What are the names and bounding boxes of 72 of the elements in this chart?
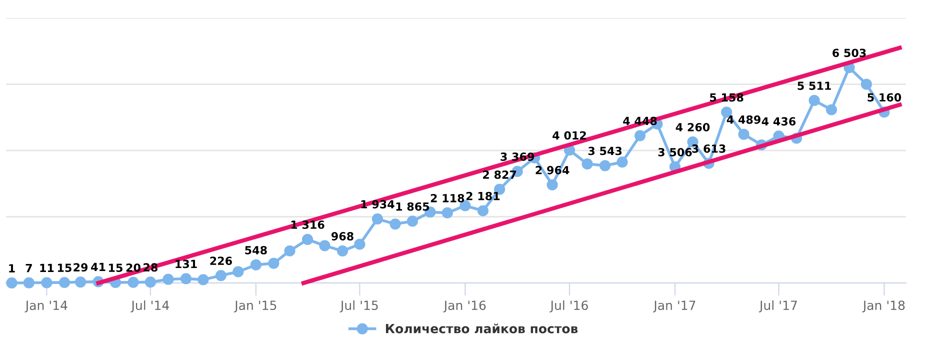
data-label: 15 bbox=[58, 264, 72, 272]
data-label: 20 bbox=[126, 263, 140, 272]
x-tick-label: Jul '17 bbox=[758, 300, 797, 312]
data-label: 548 bbox=[245, 246, 267, 254]
x-tick-label: Jan '14 bbox=[24, 300, 68, 312]
point bbox=[599, 160, 611, 172]
data-label: 1 bbox=[9, 264, 15, 272]
point bbox=[354, 238, 366, 250]
point bbox=[144, 276, 156, 288]
data-label: 2 181 bbox=[466, 192, 500, 200]
point bbox=[406, 216, 418, 227]
data-label: 4 260 bbox=[676, 122, 710, 132]
point bbox=[808, 94, 820, 106]
x-tick-label: Jan '16 bbox=[443, 300, 486, 312]
point bbox=[284, 245, 296, 256]
point bbox=[250, 259, 262, 270]
legend-label: Количество лайков постов bbox=[386, 324, 578, 334]
data-label: 2 964 bbox=[536, 166, 570, 174]
point bbox=[442, 207, 453, 218]
point bbox=[232, 266, 244, 278]
data-label: 3 613 bbox=[692, 144, 726, 153]
point bbox=[390, 218, 401, 230]
point bbox=[41, 277, 52, 288]
point bbox=[6, 277, 18, 289]
data-label: 3 506 bbox=[658, 148, 692, 156]
x-tick-label: Jan '17 bbox=[653, 300, 696, 312]
point bbox=[23, 277, 34, 288]
x-tick-label: Jul '14 bbox=[130, 300, 169, 312]
x-tick-label: Jan '18 bbox=[862, 300, 905, 312]
data-label: 968 bbox=[331, 232, 354, 240]
data-label: 6 503 bbox=[832, 48, 866, 58]
point bbox=[58, 276, 70, 288]
point bbox=[180, 273, 192, 284]
point bbox=[477, 205, 488, 216]
data-label: 15 bbox=[109, 264, 122, 272]
x-tick-label: Jan '15 bbox=[234, 300, 276, 312]
point bbox=[215, 270, 227, 282]
point bbox=[268, 258, 280, 269]
data-label: 4 489 bbox=[726, 115, 760, 124]
point bbox=[372, 213, 384, 224]
data-label: 11 bbox=[40, 264, 54, 272]
data-label: 131 bbox=[176, 260, 197, 268]
point bbox=[198, 274, 209, 286]
data-label: 1 934 bbox=[361, 200, 394, 208]
data-label: 3 543 bbox=[588, 146, 622, 156]
data-label: 4 012 bbox=[552, 131, 586, 140]
point bbox=[74, 276, 86, 288]
point bbox=[336, 245, 348, 256]
point bbox=[738, 128, 750, 140]
data-label: 41 bbox=[91, 262, 106, 271]
point bbox=[162, 274, 174, 285]
point bbox=[319, 240, 330, 252]
data-label: 1 865 bbox=[396, 202, 430, 211]
point bbox=[546, 179, 558, 190]
point bbox=[582, 158, 593, 170]
data-label: 5 511 bbox=[798, 82, 831, 90]
point bbox=[616, 156, 628, 168]
point bbox=[128, 276, 139, 288]
x-tick-label: Jul '16 bbox=[550, 300, 588, 312]
point bbox=[302, 234, 314, 245]
data-label: 1 316 bbox=[291, 220, 324, 229]
data-label: 4 436 bbox=[762, 117, 796, 126]
data-label: 5 160 bbox=[868, 93, 902, 102]
data-label: 29 bbox=[74, 263, 88, 272]
point bbox=[826, 104, 838, 116]
data-label: 2 118 bbox=[430, 194, 464, 202]
data-label: 7 bbox=[26, 264, 32, 272]
x-tick-label: Jul '15 bbox=[340, 300, 378, 312]
point bbox=[634, 130, 646, 142]
data-label: 226 bbox=[210, 256, 232, 266]
point bbox=[860, 78, 872, 90]
data-label: 2 827 bbox=[483, 170, 516, 179]
